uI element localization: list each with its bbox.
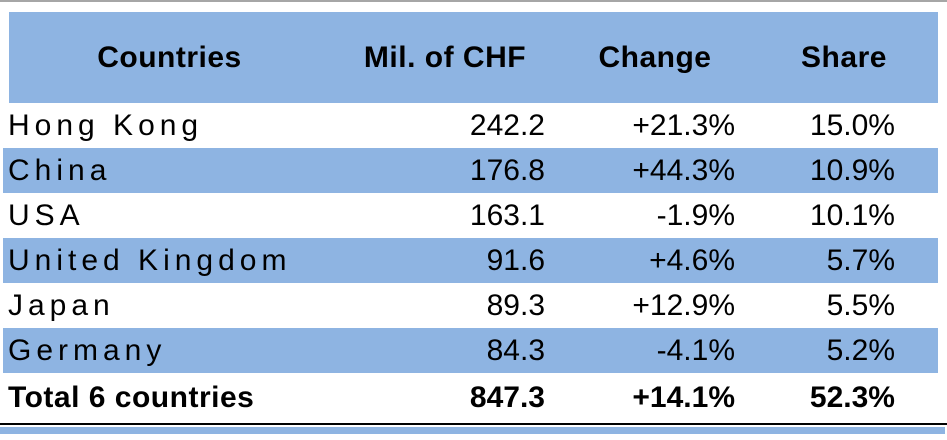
total-label: Total 6 countries: [8, 381, 255, 414]
value-cell: 163.1: [469, 198, 545, 232]
change-cell: +21.3%: [632, 108, 735, 142]
header-share: Share: [801, 40, 887, 74]
header-change: Change: [598, 40, 712, 74]
value-cell: 89.3: [486, 288, 545, 322]
country-name: Hong Kong: [8, 108, 204, 142]
share-cell: 5.5%: [826, 288, 895, 322]
bottom-gap: [0, 425, 947, 427]
share-cell: 10.9%: [809, 153, 895, 187]
country-name: United Kingdom: [8, 243, 292, 277]
header-countries: Countries: [97, 40, 242, 74]
value-cell: 242.2: [469, 108, 545, 142]
change-cell: -4.1%: [656, 333, 735, 367]
value-cell: 176.8: [469, 153, 545, 187]
country-name: China: [8, 153, 112, 187]
change-cell: -1.9%: [656, 198, 735, 232]
country-name: Japan: [8, 288, 115, 322]
bottom-divider-black: [0, 423, 947, 425]
share-cell: 5.2%: [826, 333, 895, 367]
total-change-cell: +14.1%: [632, 381, 735, 414]
table-body: Hong Kong 242.2 +21.3% 15.0% China 176.8…: [3, 103, 938, 423]
change-cell: +4.6%: [649, 243, 735, 277]
share-cell: 15.0%: [809, 108, 895, 142]
table-row-japan: Japan 89.3 +12.9% 5.5%: [3, 283, 938, 328]
total-value-cell: 847.3: [469, 381, 545, 414]
table-row-germany: Germany 84.3 -4.1% 5.2%: [3, 328, 938, 373]
table-row-united-kingdom: United Kingdom 91.6 +4.6% 5.7%: [3, 238, 938, 283]
top-divider: [0, 0, 947, 2]
change-cell: +44.3%: [632, 153, 735, 187]
table-row-china: China 176.8 +44.3% 10.9%: [3, 148, 938, 193]
header-mil-of-chf: Mil. of CHF: [363, 40, 527, 74]
table-row-usa: USA 163.1 -1.9% 10.1%: [3, 193, 938, 238]
share-cell: 5.7%: [826, 243, 895, 277]
table-row-hong-kong: Hong Kong 242.2 +21.3% 15.0%: [3, 103, 938, 148]
value-cell: 84.3: [486, 333, 545, 367]
bottom-accent-bar: [0, 427, 945, 434]
total-share-cell: 52.3%: [809, 381, 895, 414]
change-cell: +12.9%: [632, 288, 735, 322]
value-cell: 91.6: [486, 243, 545, 277]
table-header-row: Countries Mil. of CHF Change Share: [9, 12, 938, 103]
country-name: Germany: [8, 333, 167, 367]
share-cell: 10.1%: [809, 198, 895, 232]
table-row-total: Total 6 countries 847.3 +14.1% 52.3%: [3, 373, 938, 423]
country-name: USA: [8, 198, 85, 232]
